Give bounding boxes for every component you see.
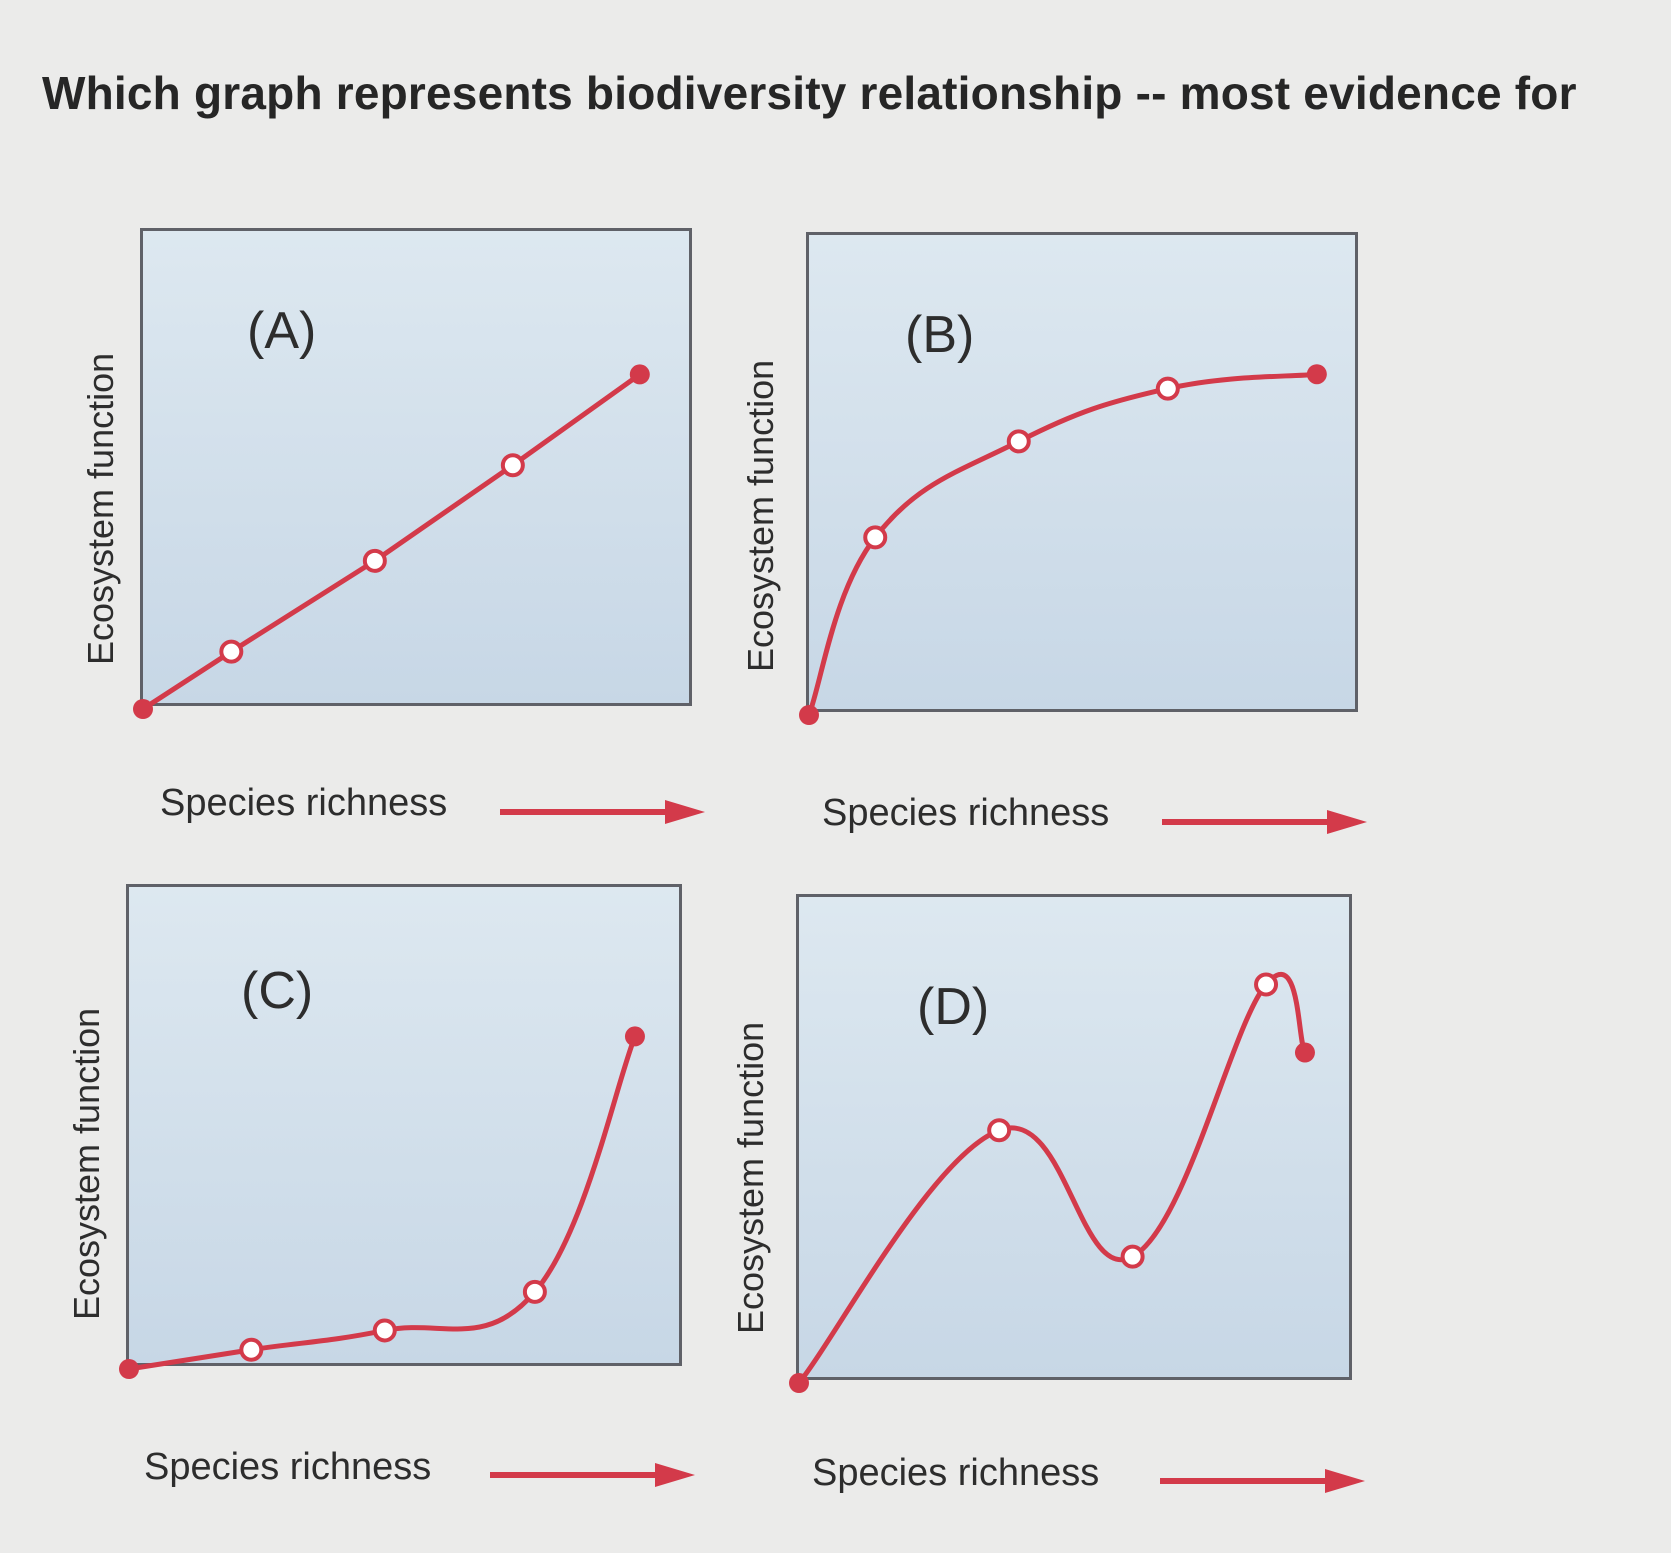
data-point [863, 525, 888, 550]
chart-svg [799, 364, 1327, 725]
series-line [797, 972, 1308, 1385]
arrow-right-icon [1160, 1469, 1365, 1493]
x-axis-label: Species richness [144, 1446, 432, 1488]
data-point [500, 453, 525, 478]
chart-svg [133, 364, 650, 719]
endpoint-marker [799, 705, 819, 725]
data-point [219, 639, 244, 664]
data-point [372, 1318, 397, 1343]
series-line [141, 372, 642, 712]
endpoint-marker [133, 699, 153, 719]
data-point [1155, 376, 1180, 401]
y-axis-label: Ecosystem function [740, 359, 781, 672]
arrow-right-icon [1162, 810, 1367, 834]
data-point [362, 548, 387, 573]
data-point [1254, 972, 1279, 997]
data-point [239, 1337, 264, 1362]
data-point [522, 1279, 547, 1304]
endpoint-marker [789, 1373, 809, 1393]
series-line [806, 371, 1318, 716]
x-axis-label: Species richness [160, 782, 448, 824]
plot-area: (B) [799, 232, 1358, 725]
panel-label: (D) [917, 978, 990, 1036]
arrow-right-icon [500, 800, 705, 824]
data-point [1120, 1244, 1145, 1269]
panel-label: (A) [247, 302, 317, 360]
question-title: Which graph represents biodiversity rela… [42, 67, 1577, 119]
series-line [128, 1035, 638, 1372]
endpoint-marker [624, 1026, 645, 1047]
plot-area: (D) [789, 894, 1352, 1393]
plot-area: (C) [119, 884, 682, 1379]
x-axis-label: Species richness [812, 1452, 1100, 1494]
panel-label: (C) [241, 962, 314, 1020]
y-axis-label: Ecosystem function [80, 352, 121, 665]
data-point [987, 1118, 1012, 1143]
chart-svg [119, 1026, 645, 1379]
y-axis-label: Ecosystem function [730, 1021, 771, 1334]
data-point [1006, 429, 1031, 454]
endpoint-marker [119, 1359, 139, 1379]
plot-area: (A) [133, 228, 692, 719]
y-axis-label: Ecosystem function [66, 1007, 107, 1320]
chart-svg [789, 972, 1315, 1393]
endpoint-marker [1306, 364, 1327, 385]
x-axis-label: Species richness [822, 792, 1110, 834]
endpoint-marker [1294, 1042, 1315, 1063]
endpoint-marker [629, 364, 650, 385]
arrow-right-icon [490, 1463, 695, 1487]
panel-label: (B) [905, 306, 975, 364]
